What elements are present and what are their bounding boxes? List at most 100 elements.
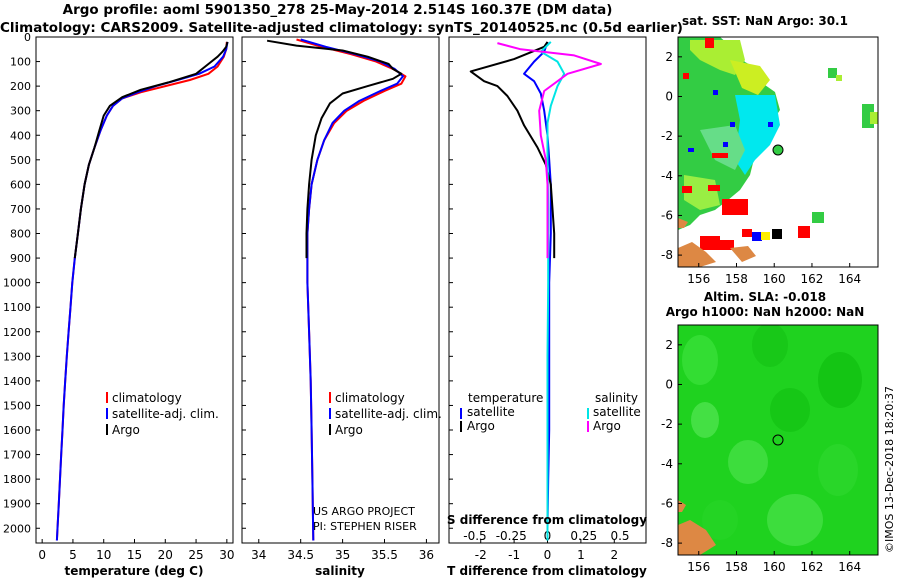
argo-float-marker (772, 434, 784, 446)
x-axis-label-salinity: salinity (315, 564, 365, 578)
sst-map-title: sat. SST: NaN Argo: 30.1 (682, 14, 848, 28)
legend-label-argo-salinity: Argo (593, 419, 621, 433)
y-tick-label: 2000 (3, 522, 31, 535)
map-x-tick-label: 158 (725, 272, 748, 286)
x-tick-label: 10 (96, 548, 111, 562)
x-tick-label: 34.5 (287, 548, 314, 562)
map-y-tick-label: -8 (661, 536, 673, 550)
y-tick-label: 1000 (3, 277, 31, 290)
x-tick-label: 35.5 (371, 548, 398, 562)
map-y-tick-label: -6 (661, 496, 673, 510)
legend-label-climatology: climatology (335, 391, 405, 405)
series-line-satellite-adj-clim- (55, 41, 229, 541)
map-y-tick-label: -6 (661, 208, 673, 222)
temperature-panel-frame (35, 36, 234, 544)
x-tick-label: 35 (335, 548, 350, 562)
s-diff-tick-label: -0.5 (463, 529, 486, 543)
y-tick-label: 300 (10, 105, 31, 118)
temperature-legend: climatology satellite-adj. clim. Argo (106, 391, 219, 437)
project-annotation: US ARGO PROJECT (313, 505, 415, 518)
y-tick-label: 1400 (3, 375, 31, 388)
map-y-tick-label: -4 (661, 457, 673, 471)
series-line-satellite-adj-clim- (300, 38, 404, 541)
legend-label-climatology: climatology (112, 391, 182, 405)
sst-map-frame (677, 36, 879, 268)
legend-label-argo: Argo (467, 419, 495, 433)
x-tick-label: 25 (188, 548, 203, 562)
map-y-tick-label: -2 (661, 417, 673, 431)
y-tick-label: 400 (10, 129, 31, 142)
y-tick-label: 1900 (3, 498, 31, 511)
x-tick-label: 1 (577, 548, 585, 562)
sla-map-title-line2: Argo h1000: NaN h2000: NaN (666, 305, 865, 319)
map-y-tick-label: -2 (661, 129, 673, 143)
y-tick-label: 600 (10, 178, 31, 191)
x-tick-label: -1 (508, 548, 520, 562)
legend-label-argo: Argo (112, 423, 140, 437)
difference-salinity-legend: salinity satellite Argo (587, 391, 641, 433)
y-tick-label: 700 (10, 203, 31, 216)
legend-label-sat-salinity: satellite (593, 405, 641, 419)
y-tick-label: 500 (10, 154, 31, 167)
map-x-tick-label: 164 (838, 560, 861, 574)
y-tick-label: 1700 (3, 449, 31, 462)
map-x-tick-label: 162 (801, 560, 824, 574)
map-x-tick-label: 162 (801, 272, 824, 286)
s-difference-label: S difference from climatology (447, 513, 647, 527)
credit-timestamp: ©IMOS 13-Dec-2018 18:20:37 (883, 386, 896, 553)
y-tick-label: 1500 (3, 399, 31, 412)
series-line-argo (73, 41, 229, 259)
s-diff-tick-label: 0.5 (610, 529, 629, 543)
map-y-tick-label: 2 (665, 50, 673, 64)
series-line-argo (497, 42, 602, 259)
y-tick-label: 1200 (3, 326, 31, 339)
x-tick-label: 36 (419, 548, 434, 562)
x-tick-label: 20 (158, 548, 173, 562)
y-tick-label: 100 (10, 56, 31, 69)
x-axis-label-temperature: temperature (deg C) (65, 564, 204, 578)
x-tick-label: 15 (127, 548, 142, 562)
y-tick-label: 1300 (3, 350, 31, 363)
legend-title-temperature: temperature (468, 391, 543, 405)
legend-title-salinity: salinity (595, 391, 638, 405)
x-tick-label: 0 (38, 548, 46, 562)
sla-map (678, 325, 878, 555)
y-tick-label: 200 (10, 80, 31, 93)
map-y-tick-label: 0 (665, 89, 673, 103)
map-y-tick-label: 2 (665, 338, 673, 352)
map-y-tick-label: -4 (661, 169, 673, 183)
map-x-tick-label: 160 (763, 272, 786, 286)
s-diff-tick-label: -0.25 (496, 529, 527, 543)
x-tick-label: -2 (475, 548, 487, 562)
map-y-tick-label: 0 (665, 377, 673, 391)
series-line-argo (469, 41, 556, 259)
y-tick-label: 1800 (3, 473, 31, 486)
series-line-satellite (539, 41, 566, 541)
argo-float-marker (772, 144, 784, 156)
map-x-tick-label: 156 (687, 272, 710, 286)
x-tick-label: 2 (610, 548, 618, 562)
map-x-tick-label: 160 (763, 560, 786, 574)
x-tick-label: 0 (544, 548, 552, 562)
sst-map (678, 37, 878, 267)
legend-label-satellite: satellite-adj. clim. (335, 407, 442, 421)
legend-label-argo: Argo (335, 423, 363, 437)
series-line-climatology (55, 41, 228, 541)
y-tick-label: 800 (10, 228, 31, 241)
sla-map-title-line1: Altim. SLA: -0.018 (704, 290, 826, 304)
x-axis-label-difference: T difference from climatology (447, 564, 647, 578)
map-x-tick-label: 156 (687, 560, 710, 574)
difference-temperature-legend: temperature satellite Argo (460, 391, 543, 433)
pi-annotation: PI: STEPHEN RISER (313, 520, 417, 533)
map-x-tick-label: 158 (725, 560, 748, 574)
chart-title-line1: Argo profile: aoml 5901350_278 25-May-20… (62, 2, 613, 18)
y-tick-label: 0 (24, 31, 31, 44)
chart-title-line2: Climatology: CARS2009. Satellite-adjuste… (0, 20, 683, 36)
sla-map-frame (677, 324, 879, 556)
s-diff-tick-label: 0.25 (570, 529, 597, 543)
legend-label-satellite: satellite (467, 405, 515, 419)
legend-label-satellite: satellite-adj. clim. (112, 407, 219, 421)
salinity-legend: climatology satellite-adj. clim. Argo (329, 391, 442, 437)
x-tick-label: 5 (69, 548, 77, 562)
